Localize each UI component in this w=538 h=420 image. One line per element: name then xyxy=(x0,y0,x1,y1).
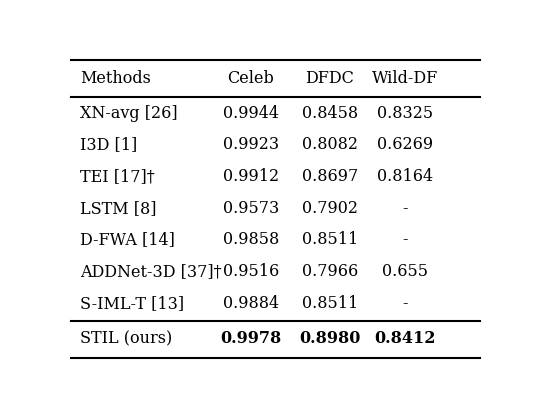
Text: 0.6269: 0.6269 xyxy=(377,136,433,153)
Text: ADDNet-3D [37]†: ADDNet-3D [37]† xyxy=(80,263,221,280)
Text: -: - xyxy=(402,295,408,312)
Text: 0.8082: 0.8082 xyxy=(302,136,358,153)
Text: DFDC: DFDC xyxy=(306,70,355,87)
Text: -: - xyxy=(402,231,408,248)
Text: -: - xyxy=(402,200,408,217)
Text: 0.7902: 0.7902 xyxy=(302,200,358,217)
Text: 0.7966: 0.7966 xyxy=(302,263,358,280)
Text: 0.9516: 0.9516 xyxy=(223,263,279,280)
Text: 0.9944: 0.9944 xyxy=(223,105,279,122)
Text: I3D [1]: I3D [1] xyxy=(80,136,137,153)
Text: Celeb: Celeb xyxy=(228,70,274,87)
Text: 0.8980: 0.8980 xyxy=(299,330,360,347)
Text: 0.9858: 0.9858 xyxy=(223,231,279,248)
Text: TEI [17]†: TEI [17]† xyxy=(80,168,154,185)
Text: 0.9923: 0.9923 xyxy=(223,136,279,153)
Text: S-IML-T [13]: S-IML-T [13] xyxy=(80,295,184,312)
Text: Wild-DF: Wild-DF xyxy=(372,70,438,87)
Text: 0.655: 0.655 xyxy=(382,263,428,280)
Text: LSTM [8]: LSTM [8] xyxy=(80,200,156,217)
Text: 0.8511: 0.8511 xyxy=(302,231,358,248)
Text: 0.8458: 0.8458 xyxy=(302,105,358,122)
Text: Methods: Methods xyxy=(80,70,151,87)
Text: XN-avg [26]: XN-avg [26] xyxy=(80,105,178,122)
Text: STIL (ours): STIL (ours) xyxy=(80,330,172,347)
Text: 0.8697: 0.8697 xyxy=(302,168,358,185)
Text: 0.9912: 0.9912 xyxy=(223,168,279,185)
Text: 0.8325: 0.8325 xyxy=(377,105,433,122)
Text: 0.8412: 0.8412 xyxy=(374,330,436,347)
Text: 0.8511: 0.8511 xyxy=(302,295,358,312)
Text: 0.9884: 0.9884 xyxy=(223,295,279,312)
Text: D-FWA [14]: D-FWA [14] xyxy=(80,231,175,248)
Text: 0.9978: 0.9978 xyxy=(220,330,281,347)
Text: 0.9573: 0.9573 xyxy=(223,200,279,217)
Text: 0.8164: 0.8164 xyxy=(377,168,433,185)
